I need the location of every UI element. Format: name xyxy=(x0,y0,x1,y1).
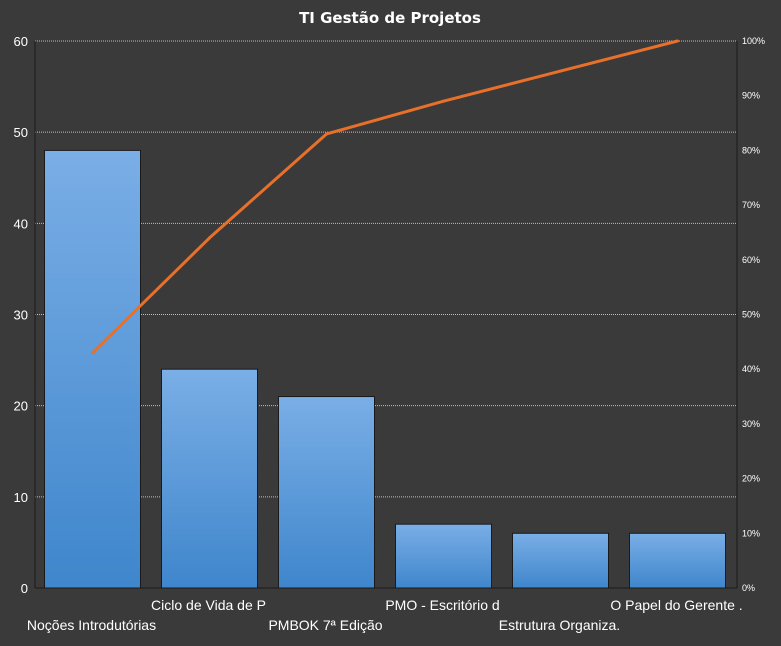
y2-tick-label: 20% xyxy=(742,474,760,484)
bar xyxy=(395,523,492,589)
x-category-label: PMBOK 7ª Edição xyxy=(268,617,382,633)
cumulative-line-path xyxy=(91,39,678,354)
y2-tick-label: 70% xyxy=(742,200,760,210)
y2-tick-label: 90% xyxy=(742,91,760,101)
x-category-label: PMO - Escritório d xyxy=(385,597,499,613)
bar xyxy=(512,532,609,589)
y-tick-label: 20 xyxy=(14,399,28,414)
cumulative-point xyxy=(325,132,328,136)
cumulative-point xyxy=(208,236,211,240)
y-tick-label: 50 xyxy=(14,125,28,140)
y2-tick-label: 100% xyxy=(742,36,765,46)
x-category-label: Noções Introdutórias xyxy=(27,617,156,633)
y2-tick-label: 60% xyxy=(742,255,760,265)
y2-tick-label: 0% xyxy=(742,583,755,593)
y-tick-label: 30 xyxy=(14,308,28,323)
y2-tick-label: 30% xyxy=(742,419,760,429)
x-category-label: Estrutura Organiza. xyxy=(499,617,620,633)
y-tick-label: 10 xyxy=(14,490,28,505)
tick-labels: 0 10 20 30 40 50 60 0% 10% 20% 30% 40% 50% 60% 70% 80% 9… xyxy=(14,34,766,633)
x-category-label: O Papel do Gerente . xyxy=(610,597,742,613)
bar xyxy=(161,368,258,589)
y-tick-label: 60 xyxy=(14,34,28,49)
y-tick-label: 40 xyxy=(14,216,28,231)
gridlines xyxy=(35,40,737,498)
y2-tick-label: 40% xyxy=(742,364,760,374)
x-category-label: Ciclo de Vida de P xyxy=(151,597,266,613)
y2-tick-label: 50% xyxy=(742,310,760,320)
chart-title: TI Gestão de Projetos xyxy=(299,9,481,27)
bar xyxy=(44,149,141,589)
bar xyxy=(278,396,375,589)
cumulative-point xyxy=(442,99,445,103)
cumulative-point xyxy=(676,39,679,43)
y2-tick-label: 80% xyxy=(742,145,760,155)
y2-tick-label: 10% xyxy=(742,528,760,538)
y-tick-label: 0 xyxy=(21,581,28,596)
cumulative-point xyxy=(91,351,94,355)
cumulative-line xyxy=(91,39,679,355)
axes xyxy=(34,41,738,589)
bar xyxy=(629,532,726,589)
bars xyxy=(44,149,726,589)
cumulative-point xyxy=(559,69,562,73)
